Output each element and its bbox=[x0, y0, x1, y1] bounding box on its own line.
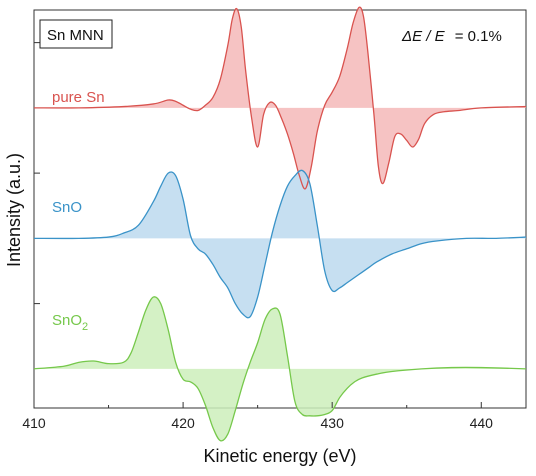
series-line-sno2 bbox=[33, 296, 527, 442]
y-axis-label: Intensity (a.u.) bbox=[4, 153, 24, 267]
plot-frame bbox=[33, 9, 527, 409]
series-lines bbox=[33, 6, 527, 442]
resolution-symbol: ΔE / E bbox=[401, 28, 446, 45]
x-axis-label: Kinetic energy (eV) bbox=[203, 446, 356, 466]
x-tick-label-440: 440 bbox=[470, 415, 494, 431]
x-tick-label-420: 420 bbox=[171, 415, 195, 431]
y-axis bbox=[34, 42, 40, 305]
x-tick-label-430: 430 bbox=[321, 415, 345, 431]
series-fills bbox=[34, 7, 526, 441]
series-label-main: SnO bbox=[52, 312, 82, 329]
series-label-sno: SnO bbox=[52, 199, 82, 216]
series-label-main: SnO bbox=[52, 199, 82, 216]
x-tick-label-410: 410 bbox=[22, 415, 46, 431]
sample-label: Sn MNN bbox=[47, 27, 104, 44]
series-fill-sno bbox=[34, 170, 526, 318]
series-fill-sno2 bbox=[34, 296, 526, 441]
sample-label-box bbox=[39, 19, 113, 49]
series-label-main: pure Sn bbox=[52, 89, 105, 106]
series-label-sno2: SnO2 bbox=[52, 312, 88, 333]
series-label-pure-sn: pure Sn bbox=[52, 89, 105, 106]
series-label-subscript: 2 bbox=[82, 321, 88, 333]
x-axis: 410 420 430 440 bbox=[22, 402, 493, 431]
resolution-value: = 0.1% bbox=[455, 28, 502, 45]
resolution-label: ΔE / E = 0.1% bbox=[401, 28, 502, 45]
series-line-sno bbox=[33, 169, 527, 319]
series-line-pure-sn bbox=[33, 6, 527, 190]
